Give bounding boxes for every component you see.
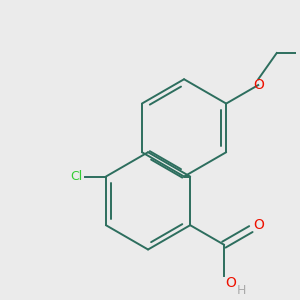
Text: H: H [236,284,246,297]
Text: Cl: Cl [70,170,82,183]
Text: O: O [253,78,264,92]
Text: O: O [253,218,264,232]
Text: O: O [225,276,236,290]
